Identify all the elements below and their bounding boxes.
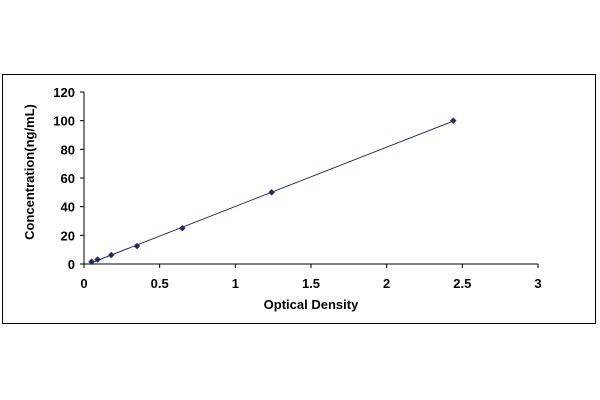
y-axis-title: Concentration(ng/mL) xyxy=(22,104,37,240)
x-tick-label: 0 xyxy=(80,276,87,291)
data-point xyxy=(107,251,115,259)
y-tick-label: 80 xyxy=(61,142,75,157)
data-point xyxy=(94,256,101,263)
y-tick-label: 100 xyxy=(53,114,75,129)
data-point xyxy=(133,242,141,250)
data-point xyxy=(88,258,95,266)
x-tick-label: 3 xyxy=(534,276,541,291)
x-tick-label: 0.5 xyxy=(151,276,169,291)
y-tick-label: 40 xyxy=(61,200,75,215)
data-point xyxy=(449,117,457,125)
y-ticks: 0 20 40 60 80 100 120 xyxy=(53,85,84,272)
y-tick-label: 20 xyxy=(61,228,75,243)
axes xyxy=(83,92,538,265)
x-ticks: 0 0.5 1 1.5 2 2.5 3 xyxy=(80,264,542,291)
y-tick-label: 60 xyxy=(61,171,75,186)
x-tick-label: 2 xyxy=(383,276,390,291)
chart-frame xyxy=(2,74,596,324)
data-point xyxy=(179,224,186,232)
data-points xyxy=(88,117,457,266)
x-tick-label: 1 xyxy=(232,276,239,291)
x-tick-label: 1.5 xyxy=(302,276,320,291)
data-point xyxy=(268,188,276,196)
y-tick-label: 120 xyxy=(53,85,75,100)
x-tick-label: 2.5 xyxy=(453,276,471,291)
y-tick-label: 0 xyxy=(68,257,75,272)
x-axis-title: Optical Density xyxy=(264,297,359,312)
